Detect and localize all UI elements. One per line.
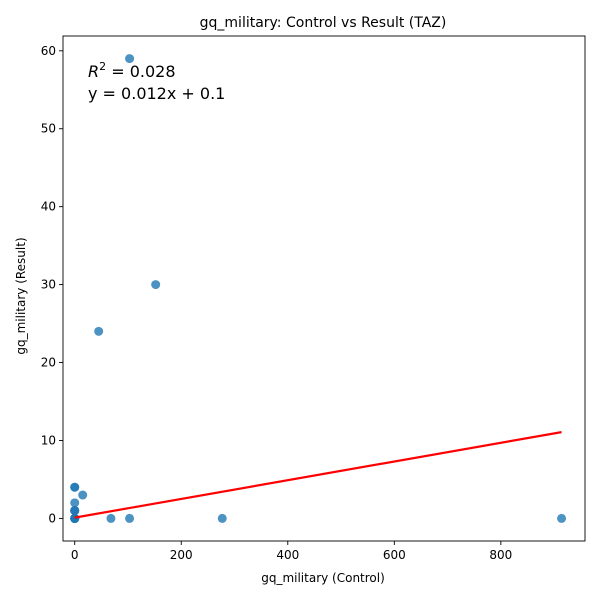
data-point: [70, 513, 80, 523]
fit-layer: [74, 431, 562, 519]
x-tick-label: 600: [383, 548, 406, 562]
x-axis-label: gq_military (Control): [261, 571, 385, 585]
data-point: [70, 498, 80, 508]
plot-frame: [62, 35, 586, 542]
fit-annotation: R2 = 0.028 y = 0.012x + 0.1: [88, 60, 225, 103]
chart-title: gq_military: Control vs Result (TAZ): [200, 15, 447, 31]
y-tick-label: 10: [41, 433, 56, 447]
r-squared-value: = 0.028: [106, 62, 175, 81]
r-squared-symbol: R: [88, 62, 99, 81]
data-point: [106, 513, 116, 523]
data-point: [70, 482, 80, 492]
y-tick-label: 30: [41, 278, 56, 292]
data-point: [217, 513, 227, 523]
axes-layer: 0 200 400 600 800 0 10 20 30 40 50 60: [41, 35, 586, 562]
data-point: [125, 513, 135, 523]
data-point: [70, 506, 80, 516]
data-point: [78, 490, 88, 500]
data-point: [557, 513, 567, 523]
x-tick-label: 200: [170, 548, 193, 562]
regression-line: [74, 431, 562, 519]
x-tick-label: 0: [71, 548, 79, 562]
y-tick-label: 40: [41, 200, 56, 214]
y-tick-label: 20: [41, 356, 56, 370]
y-tick-label: 0: [48, 511, 56, 525]
fit-equation: y = 0.012x + 0.1: [88, 84, 225, 103]
data-point: [151, 280, 161, 290]
x-tick-label: 400: [276, 548, 299, 562]
data-point: [94, 326, 104, 336]
y-tick-label: 60: [41, 44, 56, 58]
r-squared-superscript: 2: [99, 60, 106, 73]
r-squared-label: R2 = 0.028: [88, 60, 176, 81]
y-axis-label: gq_military (Result): [14, 237, 28, 354]
x-tick-label: 800: [489, 548, 512, 562]
y-tick-label: 50: [41, 122, 56, 136]
data-point: [125, 54, 135, 64]
